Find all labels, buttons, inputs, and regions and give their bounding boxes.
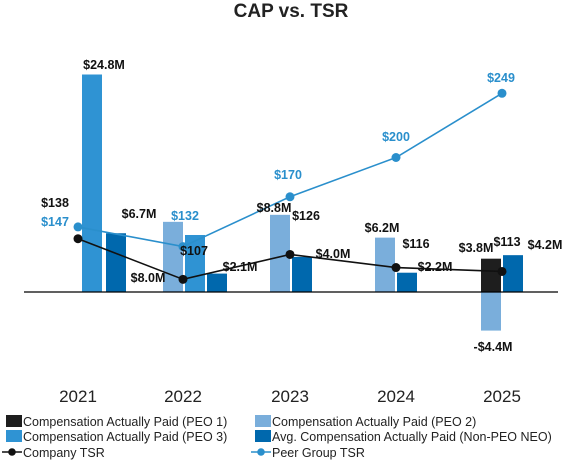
peer-group-tsr-point-2025 [497,88,507,98]
bar-label-peo2-2024: $6.2M [365,221,400,235]
bar-neo-2023 [292,256,312,292]
bar-neo-2021 [106,233,126,292]
company-tsr-label-2022: $107 [180,244,208,258]
bar-peo2-2023 [270,214,290,292]
bar-peo3-2021 [82,74,102,292]
bar-label-neo-2021: $6.7M [122,207,157,221]
bar-peo2-2025 [481,292,501,331]
bar-label-neo-2025: $4.2M [528,238,563,252]
year-label-2022: 2022 [164,387,202,406]
legend-label-peo1: Compensation Actually Paid (PEO 1) [23,415,227,429]
legend-label-company_tsr: Company TSR [23,446,105,460]
legend-label-peo2: Compensation Actually Paid (PEO 2) [272,415,476,429]
company-tsr-label-2023: $126 [292,209,320,223]
bar-peo2-2022 [163,221,183,292]
legend-swatch-peo3 [6,430,22,442]
peer-group-tsr-point-2021 [73,222,83,232]
company-tsr-point-2023 [285,249,295,259]
legend-swatch-peo1 [6,415,22,427]
year-label-2024: 2024 [377,387,415,406]
bar-peo2-2024 [375,237,395,292]
company-tsr-label-2024: $116 [402,237,429,251]
bar-label-peo2-2025: -$4.4M [474,340,513,354]
bar-label-neo-2024: $2.2M [418,260,453,274]
peer-group-tsr-label-2021: $147 [41,215,69,229]
legend-label-peer_tsr: Peer Group TSR [272,446,365,460]
bar-label-neo-2022: $2.1M [223,260,258,274]
legend-label-peo3: Compensation Actually Paid (PEO 3) [23,430,227,444]
chart-title: CAP vs. TSR [234,1,349,22]
peer-group-tsr-label-2023: $170 [274,168,302,182]
legend-swatch-peo2 [255,415,271,427]
peer-group-tsr-label-2022: $132 [171,209,199,223]
legend-marker-peer_tsr [257,448,265,456]
bar-label-peo2-2022: $8.0M [131,271,166,285]
bar-label-peo1-2025: $3.8M [459,241,494,255]
legend: Compensation Actually Paid (PEO 1) Compen… [2,415,552,460]
legend-swatch-neo [255,430,271,442]
peer-group-tsr-label-2025: $249 [487,71,515,85]
bar-neo-2025 [503,255,523,292]
data-labels: $3.8M $8.0M $8.8M $6.2M -$4.4M $24.8M $6.5M $6.… [0,0,562,354]
year-label-2023: 2023 [271,387,309,406]
year-label-2021: 2021 [59,387,97,406]
bar-label-peo3-2021: $24.8M [83,58,125,72]
company-tsr-point-2024 [391,263,401,273]
company-tsr-label-2021: $138 [41,196,69,210]
bar-label-peo3-2022: $6.5M [0,0,17,3]
company-tsr-point-2025 [497,266,507,276]
bar-neo-2022 [207,273,227,292]
bar-label-peo2-2023: $8.8M [257,201,292,215]
legend-marker-company_tsr [8,448,16,456]
bar-neo-2024 [397,272,417,292]
peer-group-tsr-label-2024: $200 [382,130,410,144]
year-label-2025: 2025 [483,387,521,406]
company-tsr-point-2022 [178,274,188,284]
company-tsr-point-2021 [73,234,83,244]
peer-group-tsr-point-2023 [285,192,295,202]
legend-label-neo: Avg. Compensation Actually Paid (Non-PEO… [272,430,552,444]
year-axis: 2021 2022 2023 2024 2025 [59,387,521,406]
peer-group-tsr-point-2024 [391,153,401,162]
company-tsr-label-2025: $113 [493,235,520,249]
bar-label-neo-2023: $4.0M [316,247,351,261]
tsr-lines [73,88,507,284]
peer-group-tsr-point-2022 [178,242,188,252]
bar-peo1-2025 [481,258,501,292]
